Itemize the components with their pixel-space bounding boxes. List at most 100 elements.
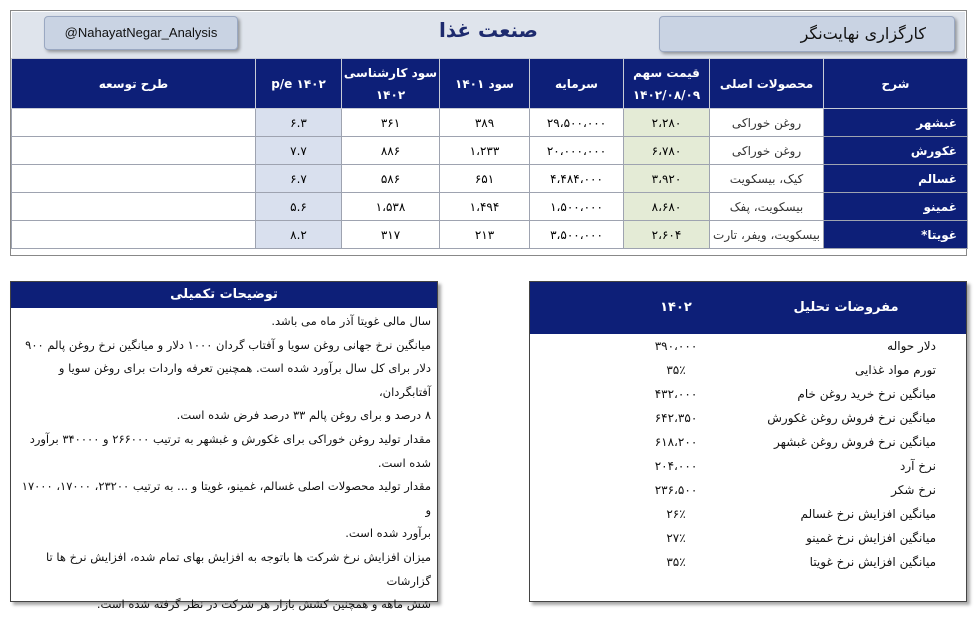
notes-line: برآورد شده است.	[345, 526, 431, 541]
assumption-row: نرخ آرد ۲۰۴،۰۰۰	[530, 454, 966, 478]
assumption-value: ۲۳۶،۵۰۰	[654, 483, 698, 497]
notes-line: شده است.	[377, 455, 431, 470]
notes-line: شش ماهه و همچنین کشش بازار هر شرکت در نظ…	[96, 597, 431, 612]
table-row: غسالم کیک، بیسکویت ۳،۹۲۰ ۴،۴۸۴،۰۰۰ ۶۵۱ ۵…	[11, 164, 968, 193]
assumption-value: ۶۱۸،۲۰۰	[654, 435, 698, 449]
cell-profit-1401: ۶۵۱	[439, 164, 530, 193]
assumptions-panel: مفروضات تحلیل ۱۴۰۲ دلار حواله ۳۹۰،۰۰۰ تو…	[529, 281, 967, 602]
assumption-row: میانگین افزایش نرخ غمینو ۲۷٪	[530, 526, 966, 550]
assumption-label: دلار حواله	[887, 339, 936, 353]
col-header-pe: p/e ۱۴۰۲	[255, 58, 342, 109]
cell-name: غمینو	[823, 192, 968, 221]
cell-profit-1402: ۳۱۷	[341, 220, 440, 249]
cell-capital: ۱،۵۰۰،۰۰۰	[529, 192, 624, 221]
notes-line: مقدار تولید محصولات اصلی غسالم، غمینو، غ…	[21, 479, 431, 517]
cell-plan	[11, 136, 256, 165]
assumption-label: میانگین نرخ فروش روغن غبشهر	[774, 435, 936, 449]
assumption-value: ۴۳۲،۰۰۰	[654, 387, 698, 401]
page-title: صنعت غذا	[439, 18, 538, 42]
cell-pe: ۶.۳	[255, 108, 342, 137]
cell-product: کیک، بیسکویت	[709, 164, 824, 193]
assumption-label: میانگین افزایش نرخ غسالم	[800, 507, 936, 521]
assumption-value: ۳۹۰،۰۰۰	[654, 339, 698, 353]
cell-capital: ۴،۴۸۴،۰۰۰	[529, 164, 624, 193]
col-header-profit-1402: سود کارشناسی ۱۴۰۲	[341, 58, 440, 109]
handle-badge: @NahayatNegar_Analysis	[44, 16, 238, 50]
assumption-row: میانگین نرخ فروش روغن غکورش ۶۴۲،۳۵۰	[530, 406, 966, 430]
assumption-label: میانگین نرخ فروش روغن غکورش	[767, 411, 936, 425]
assumption-row: میانگین افزایش نرخ غسالم ۲۶٪	[530, 502, 966, 526]
cell-capital: ۲۰،۰۰۰،۰۰۰	[529, 136, 624, 165]
cell-plan	[11, 164, 256, 193]
assumption-value: ۲۶٪	[666, 507, 686, 521]
assumption-value: ۲۰۴،۰۰۰	[654, 459, 698, 473]
assumption-row: میانگین نرخ فروش روغن غبشهر ۶۱۸،۲۰۰	[530, 430, 966, 454]
col-header-product: محصولات اصلی	[709, 58, 824, 109]
assumption-row: نرخ شکر ۲۳۶،۵۰۰	[530, 478, 966, 502]
assumption-value: ۶۴۲،۳۵۰	[654, 411, 698, 425]
cell-name: غبشهر	[823, 108, 968, 137]
table-row: غبشهر روغن خوراکی ۲،۲۸۰ ۲۹،۵۰۰،۰۰۰ ۳۸۹ ۳…	[11, 108, 968, 137]
cell-price: ۲،۶۰۴	[623, 220, 710, 249]
notes-panel: توضیحات تکمیلی سال مالی غویتا آذر ماه می…	[10, 281, 438, 611]
cell-name: غسالم	[823, 164, 968, 193]
table-row: غویتا* بیسکویت، ویفر، تارت ۲،۶۰۴ ۳،۵۰۰،۰…	[11, 220, 968, 249]
assumption-row: دلار حواله ۳۹۰،۰۰۰	[530, 334, 966, 358]
table-row: غکورش روغن خوراکی ۶،۷۸۰ ۲۰،۰۰۰،۰۰۰ ۱،۲۳۳…	[11, 136, 968, 165]
cell-price: ۲،۲۸۰	[623, 108, 710, 137]
cell-profit-1402: ۵۸۶	[341, 164, 440, 193]
companies-table: شرح محصولات اصلی قیمت سهم ۱۴۰۲/۰۸/۰۹ سرم…	[11, 58, 968, 249]
cell-pe: ۶.۷	[255, 164, 342, 193]
cell-product: روغن خوراکی	[709, 136, 824, 165]
notes-line: مقدار تولید روغن خوراکی برای غکورش و غبش…	[29, 431, 431, 446]
assumption-label: میانگین نرخ خرید روغن خام	[797, 387, 936, 401]
assumption-label: نرخ شکر	[891, 483, 936, 497]
notes-line: ۸ درصد و برای روغن پالم ۳۳ درصد فرض شده …	[176, 408, 431, 423]
notes-line: میزان افزایش نرخ شرکت ها باتوجه به افزای…	[46, 549, 431, 588]
col-header-capital: سرمایه	[529, 58, 624, 109]
cell-price: ۶،۷۸۰	[623, 136, 710, 165]
header-band: @NahayatNegar_Analysis صنعت غذا کارگزاری…	[12, 12, 965, 58]
cell-price: ۳،۹۲۰	[623, 164, 710, 193]
cell-capital: ۲۹،۵۰۰،۰۰۰	[529, 108, 624, 137]
cell-plan	[11, 192, 256, 221]
cell-pe: ۵.۶	[255, 192, 342, 221]
cell-profit-1402: ۳۶۱	[341, 108, 440, 137]
cell-profit-1401: ۲۱۳	[439, 220, 530, 249]
assumption-value: ۲۷٪	[666, 531, 686, 545]
cell-name: غکورش	[823, 136, 968, 165]
cell-plan	[11, 220, 256, 249]
table-row: غمینو بیسکویت، پفک ۸،۶۸۰ ۱،۵۰۰،۰۰۰ ۱،۴۹۴…	[11, 192, 968, 221]
assumption-value: ۳۵٪	[666, 555, 686, 569]
assumption-label: نرخ آرد	[900, 459, 936, 473]
notes-body: سال مالی غویتا آذر ماه می باشد. میانگین …	[11, 308, 437, 617]
cell-product: بیسکویت، پفک	[709, 192, 824, 221]
cell-product: روغن خوراکی	[709, 108, 824, 137]
assumption-label: تورم مواد غذایی	[855, 363, 936, 377]
cell-profit-1401: ۳۸۹	[439, 108, 530, 137]
notes-line: سال مالی غویتا آذر ماه می باشد.	[271, 314, 431, 328]
notes-title: توضیحات تکمیلی	[11, 282, 437, 308]
cell-profit-1401: ۱،۲۳۳	[439, 136, 530, 165]
summary-panel: @NahayatNegar_Analysis صنعت غذا کارگزاری…	[10, 10, 968, 256]
assumptions-header: مفروضات تحلیل ۱۴۰۲	[530, 282, 966, 334]
notes-line: میانگین نرخ جهانی روغن سویا و آفتاب گردا…	[25, 337, 431, 352]
assumption-label: میانگین افزایش نرخ غمینو	[806, 531, 936, 545]
cell-product: بیسکویت، ویفر، تارت	[709, 220, 824, 249]
cell-name: غویتا*	[823, 220, 968, 249]
cell-profit-1401: ۱،۴۹۴	[439, 192, 530, 221]
col-header-price: قیمت سهم ۱۴۰۲/۰۸/۰۹	[623, 58, 710, 109]
assumption-row: تورم مواد غذایی ۳۵٪	[530, 358, 966, 382]
assumption-row: میانگین افزایش نرخ غویتا ۳۵٪	[530, 550, 966, 574]
notes-line: دلار برای کل سال برآورد شده است. همچنین …	[58, 361, 431, 399]
assumptions-title: مفروضات تحلیل	[793, 300, 899, 315]
cell-pe: ۸.۲	[255, 220, 342, 249]
cell-profit-1402: ۸۸۶	[341, 136, 440, 165]
col-header-name: شرح	[823, 58, 968, 109]
agency-badge: کارگزاری نهایت‌نگر	[659, 16, 955, 52]
assumption-value: ۳۵٪	[666, 363, 686, 377]
table-header-row: شرح محصولات اصلی قیمت سهم ۱۴۰۲/۰۸/۰۹ سرم…	[11, 58, 968, 109]
col-header-profit-1401: سود ۱۴۰۱	[439, 58, 530, 109]
assumption-row: میانگین نرخ خرید روغن خام ۴۳۲،۰۰۰	[530, 382, 966, 406]
cell-pe: ۷.۷	[255, 136, 342, 165]
